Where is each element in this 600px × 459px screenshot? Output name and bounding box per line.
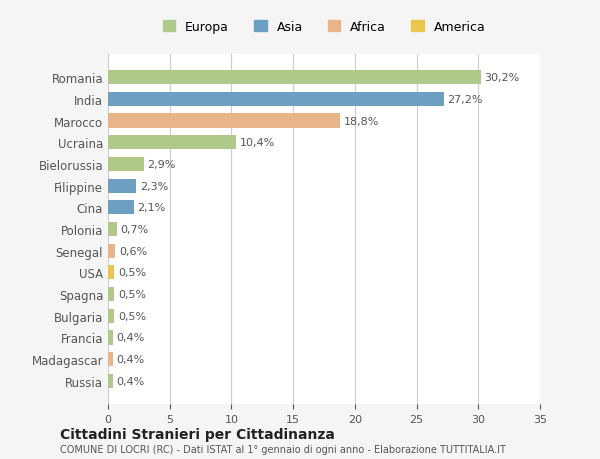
Text: Cittadini Stranieri per Cittadinanza: Cittadini Stranieri per Cittadinanza xyxy=(60,427,335,441)
Bar xyxy=(108,93,444,106)
Bar xyxy=(108,309,114,323)
Text: 0,7%: 0,7% xyxy=(121,224,149,235)
Text: 2,1%: 2,1% xyxy=(137,203,166,213)
Text: COMUNE DI LOCRI (RC) - Dati ISTAT al 1° gennaio di ogni anno - Elaborazione TUTT: COMUNE DI LOCRI (RC) - Dati ISTAT al 1° … xyxy=(60,444,506,454)
Text: 0,4%: 0,4% xyxy=(116,333,145,343)
Bar xyxy=(108,223,116,236)
Text: 2,3%: 2,3% xyxy=(140,181,169,191)
Text: 0,5%: 0,5% xyxy=(118,290,146,299)
Text: 30,2%: 30,2% xyxy=(484,73,520,83)
Text: 18,8%: 18,8% xyxy=(344,116,379,126)
Bar xyxy=(108,71,481,85)
Bar xyxy=(108,330,113,345)
Text: 0,4%: 0,4% xyxy=(116,376,145,386)
Bar xyxy=(108,179,136,193)
Bar xyxy=(108,353,113,366)
Bar xyxy=(108,114,340,129)
Bar xyxy=(108,287,114,302)
Legend: Europa, Asia, Africa, America: Europa, Asia, Africa, America xyxy=(158,16,490,39)
Text: 10,4%: 10,4% xyxy=(240,138,275,148)
Text: 0,6%: 0,6% xyxy=(119,246,147,256)
Bar xyxy=(108,136,236,150)
Text: 0,4%: 0,4% xyxy=(116,354,145,364)
Bar xyxy=(108,244,115,258)
Bar xyxy=(108,201,134,215)
Text: 0,5%: 0,5% xyxy=(118,311,146,321)
Text: 27,2%: 27,2% xyxy=(448,95,483,105)
Bar xyxy=(108,157,144,172)
Text: 2,9%: 2,9% xyxy=(148,160,176,169)
Bar xyxy=(108,374,113,388)
Text: 0,5%: 0,5% xyxy=(118,268,146,278)
Bar xyxy=(108,266,114,280)
